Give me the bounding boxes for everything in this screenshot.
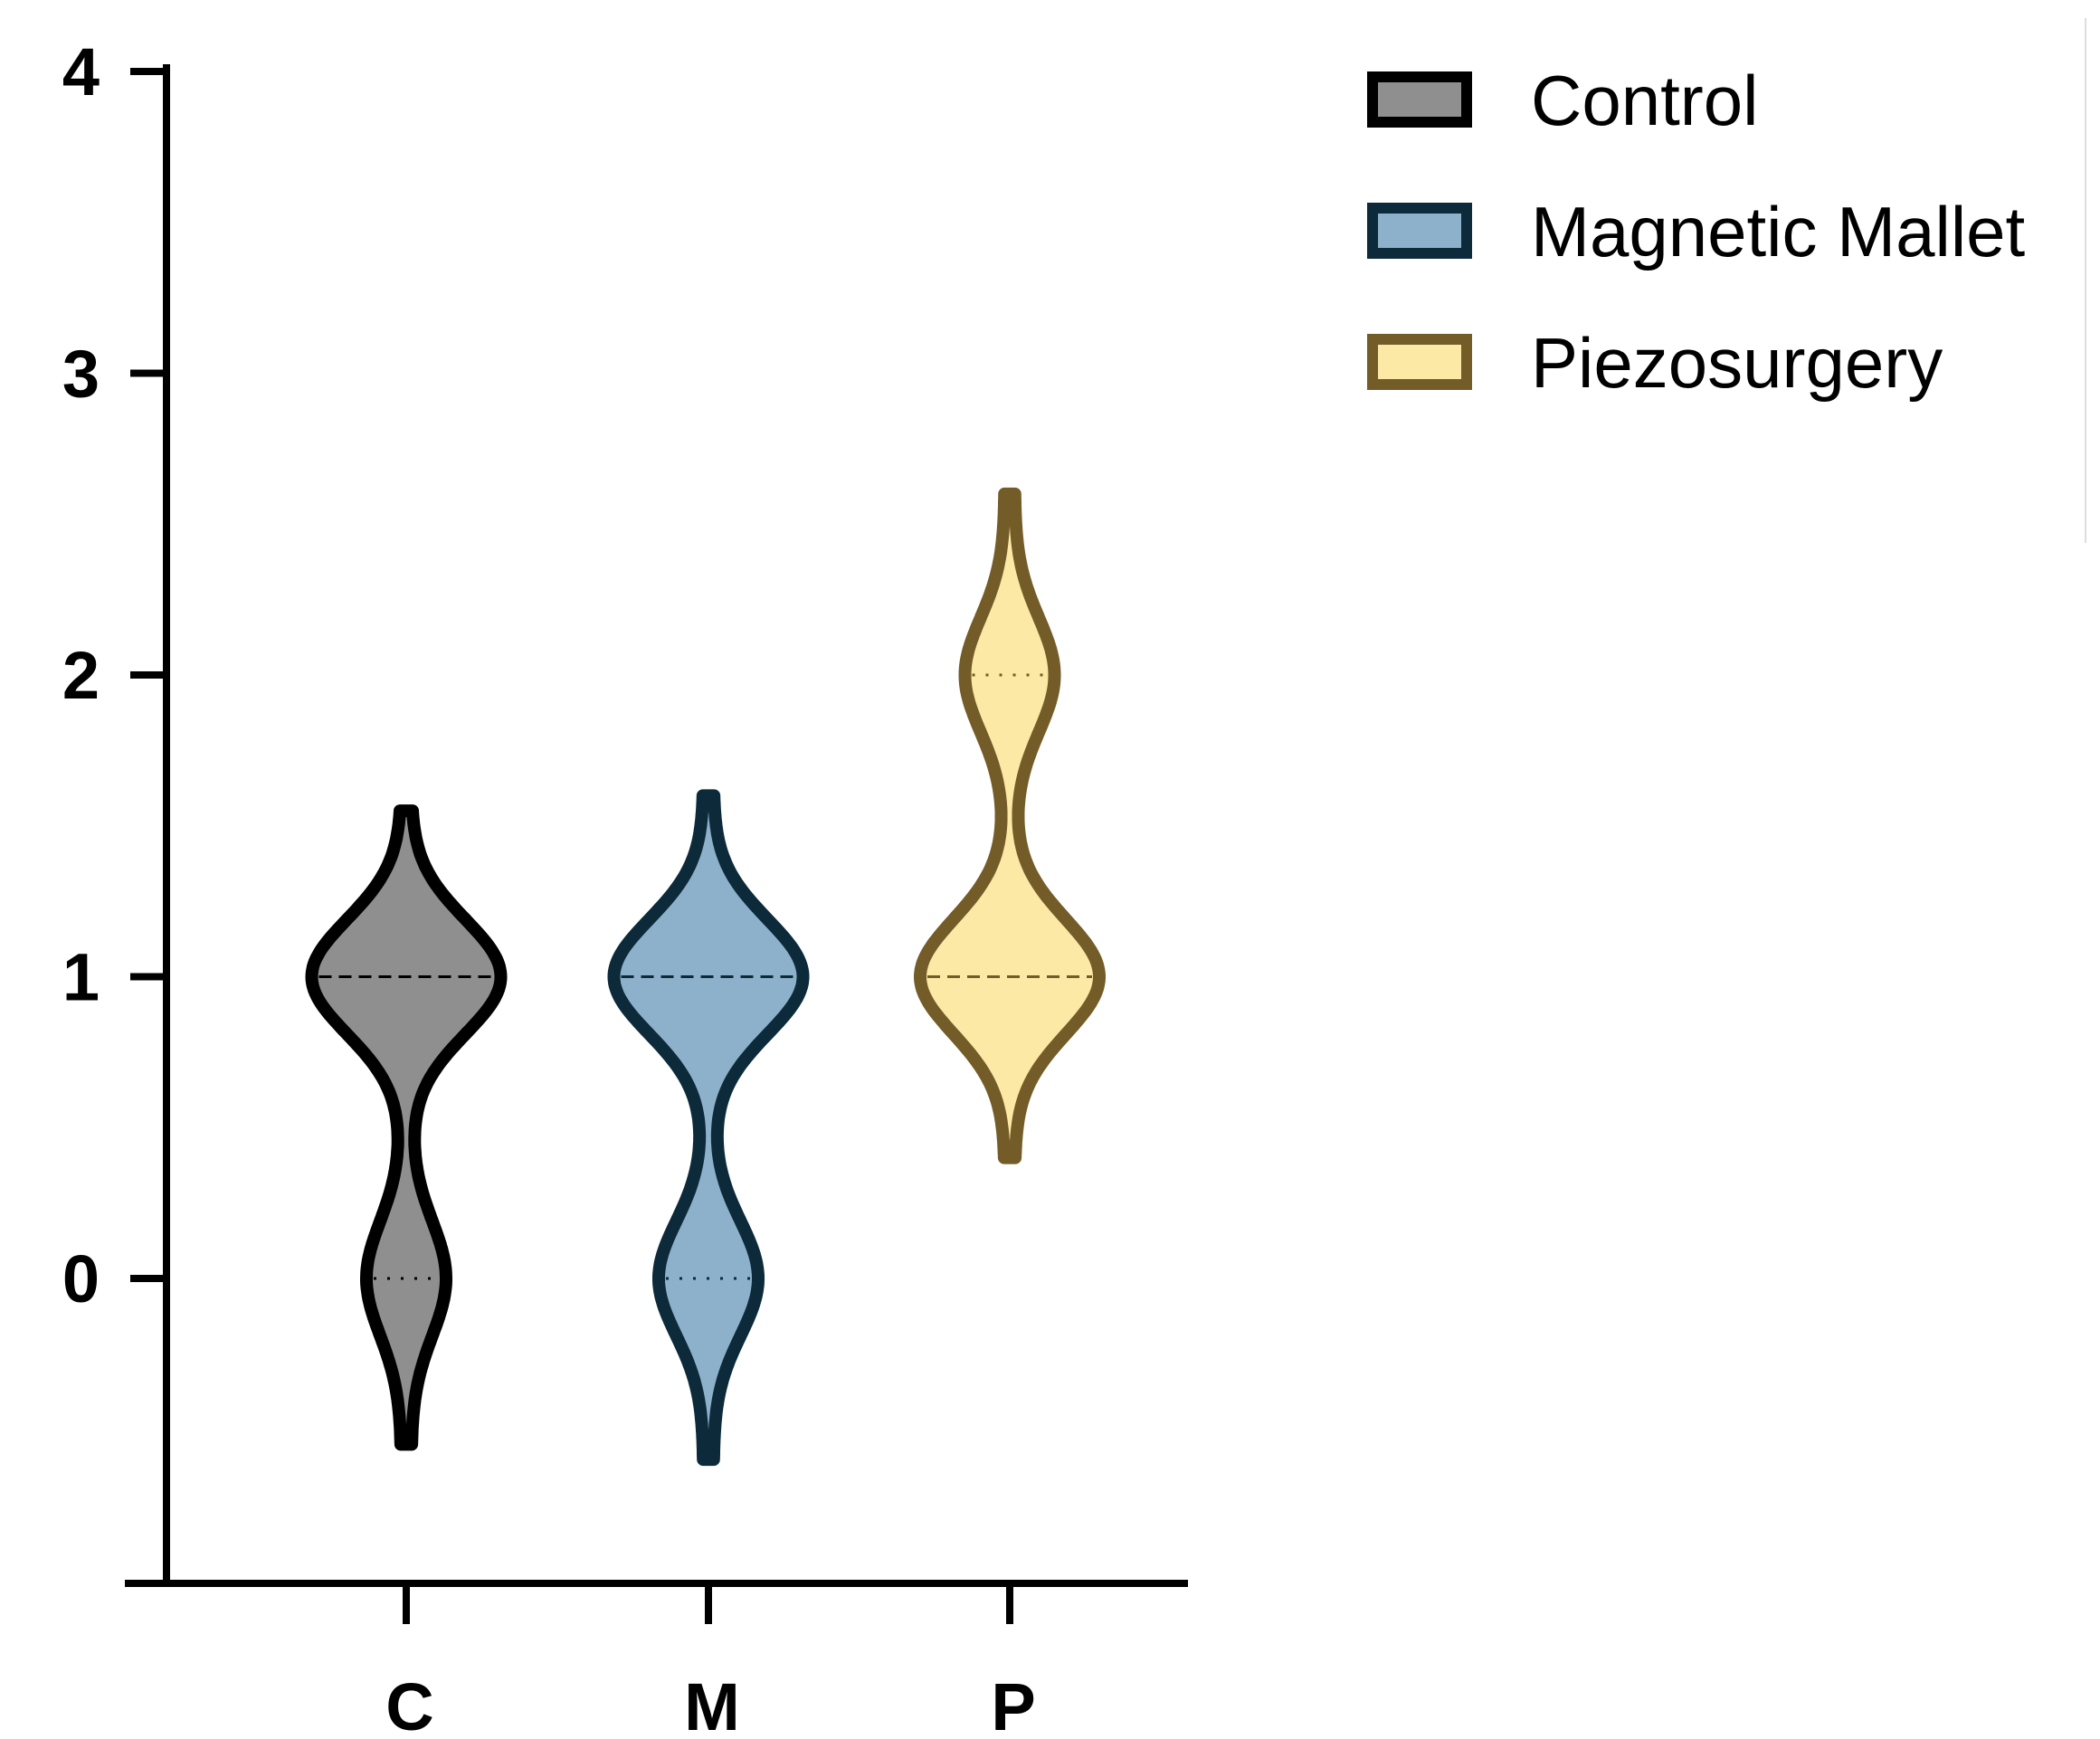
violin-magnetic-mallet — [607, 789, 810, 1467]
axes — [125, 64, 1188, 1587]
legend-swatch-magnetic-mallet — [1367, 203, 1472, 259]
legend-label-piezosurgery: Piezosurgery — [1531, 323, 1943, 403]
x-tick-label-m: M — [684, 1669, 740, 1739]
x-tick-label-c: C — [385, 1669, 433, 1739]
violin-piezosurgery — [914, 487, 1106, 1164]
violin-control — [305, 804, 508, 1451]
violins — [305, 487, 1106, 1467]
y-ticks: 0 1 2 3 4 — [62, 34, 166, 1316]
y-tick-label: 0 — [62, 1241, 100, 1316]
y-tick-label: 1 — [62, 940, 100, 1015]
legend: Control Magnetic Mallet Piezosurgery — [1367, 61, 2026, 403]
y-tick-label: 3 — [62, 337, 100, 412]
y-tick-label: 2 — [62, 638, 100, 713]
legend-label-magnetic-mallet: Magnetic Mallet — [1531, 192, 2026, 271]
legend-swatch-piezosurgery — [1367, 334, 1472, 390]
y-tick-label: 4 — [62, 34, 100, 109]
legend-label-control: Control — [1531, 61, 1758, 140]
x-tick-label-p: P — [991, 1669, 1035, 1739]
legend-swatch-control — [1367, 71, 1472, 128]
